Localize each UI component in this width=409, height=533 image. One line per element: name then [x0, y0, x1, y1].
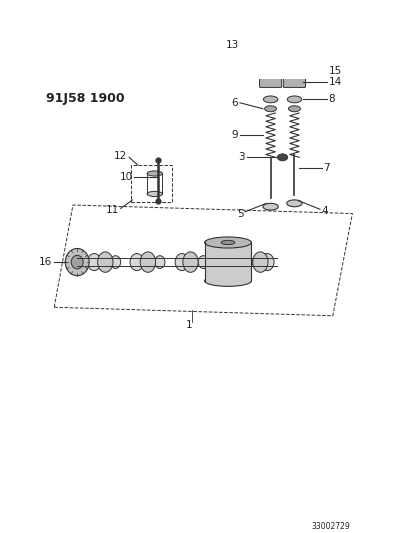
Ellipse shape [264, 106, 276, 112]
Ellipse shape [175, 254, 189, 271]
Ellipse shape [288, 106, 300, 112]
Text: 1: 1 [185, 320, 192, 330]
Ellipse shape [277, 154, 287, 161]
Ellipse shape [252, 252, 267, 272]
Ellipse shape [262, 203, 278, 210]
Ellipse shape [217, 254, 231, 271]
Text: 15: 15 [328, 66, 341, 76]
Text: 14: 14 [328, 77, 341, 87]
Text: 16: 16 [39, 257, 52, 267]
Text: 4: 4 [321, 206, 328, 216]
Ellipse shape [110, 256, 120, 269]
Text: 91J58 1900: 91J58 1900 [45, 92, 124, 105]
Ellipse shape [260, 254, 273, 271]
Ellipse shape [287, 96, 301, 103]
Ellipse shape [147, 171, 162, 176]
Ellipse shape [228, 252, 244, 272]
Ellipse shape [97, 252, 113, 272]
Ellipse shape [204, 275, 251, 286]
Text: 9: 9 [231, 130, 238, 140]
Ellipse shape [65, 248, 89, 276]
FancyBboxPatch shape [283, 77, 305, 87]
Ellipse shape [154, 256, 164, 269]
Text: 2: 2 [326, 0, 333, 2]
Ellipse shape [242, 256, 252, 269]
FancyBboxPatch shape [259, 77, 281, 87]
Ellipse shape [220, 240, 234, 245]
Ellipse shape [182, 252, 198, 272]
Ellipse shape [204, 237, 251, 248]
Text: 12: 12 [114, 151, 127, 161]
Text: 8: 8 [328, 94, 334, 104]
Text: 6: 6 [231, 98, 238, 108]
Bar [130, 165, 171, 203]
Text: 3: 3 [238, 152, 245, 162]
Ellipse shape [286, 200, 301, 207]
Text: 13: 13 [225, 40, 238, 50]
Text: 5: 5 [236, 208, 243, 219]
Ellipse shape [198, 256, 208, 269]
Bar [204, 243, 251, 281]
Ellipse shape [140, 252, 155, 272]
Ellipse shape [130, 254, 143, 271]
Text: 11: 11 [106, 205, 119, 215]
Ellipse shape [71, 255, 83, 269]
Text: 33002729: 33002729 [311, 522, 349, 531]
Ellipse shape [147, 191, 162, 197]
Text: 7: 7 [323, 163, 329, 173]
Text: 10: 10 [119, 172, 132, 182]
Ellipse shape [87, 254, 101, 271]
Ellipse shape [263, 96, 277, 103]
